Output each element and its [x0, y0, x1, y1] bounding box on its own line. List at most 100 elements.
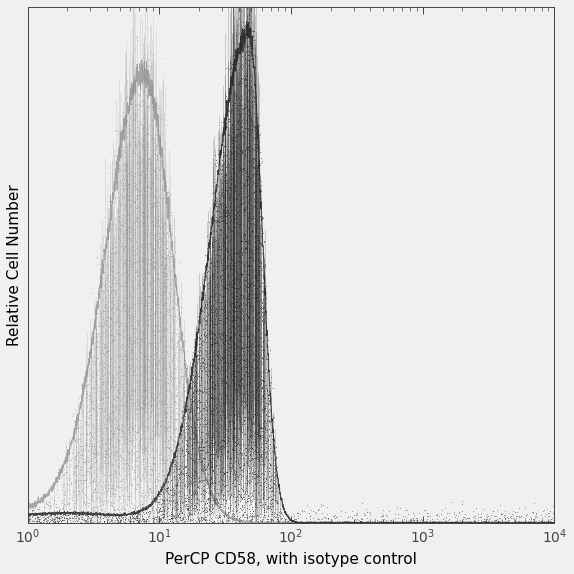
- Point: [236, 390, 245, 399]
- Point: [127, 320, 137, 329]
- Point: [131, 215, 141, 224]
- Point: [151, 400, 160, 409]
- Point: [74, 513, 83, 522]
- Point: [241, 150, 250, 160]
- Point: [247, 38, 257, 47]
- Point: [77, 513, 87, 522]
- Point: [245, 344, 254, 353]
- Point: [130, 245, 139, 254]
- Point: [138, 428, 147, 437]
- Point: [242, 356, 251, 365]
- Point: [221, 336, 230, 345]
- Point: [331, 513, 340, 522]
- Point: [470, 513, 479, 522]
- Point: [244, 343, 253, 352]
- Point: [200, 453, 210, 462]
- Point: [113, 206, 122, 215]
- Point: [132, 185, 141, 194]
- Point: [219, 200, 228, 209]
- Point: [127, 340, 136, 349]
- Point: [220, 184, 230, 193]
- Point: [35, 498, 44, 507]
- Point: [115, 510, 125, 519]
- Point: [179, 480, 188, 490]
- Point: [258, 375, 267, 385]
- Point: [241, 343, 250, 352]
- Point: [133, 463, 142, 472]
- Point: [195, 333, 204, 343]
- Point: [147, 203, 156, 212]
- Point: [249, 218, 258, 227]
- Point: [111, 392, 120, 401]
- Point: [220, 476, 229, 486]
- Point: [242, 128, 251, 137]
- Point: [205, 421, 215, 430]
- Point: [177, 308, 186, 317]
- Point: [85, 347, 94, 356]
- Point: [235, 518, 244, 527]
- Point: [40, 515, 49, 525]
- Point: [195, 381, 204, 390]
- Point: [240, 152, 249, 161]
- Point: [161, 197, 170, 206]
- Point: [196, 340, 205, 349]
- Point: [263, 502, 272, 511]
- Point: [138, 395, 147, 405]
- Point: [221, 424, 230, 433]
- Point: [408, 515, 417, 524]
- Point: [124, 223, 133, 232]
- Point: [224, 208, 233, 217]
- Point: [116, 197, 125, 207]
- Point: [207, 500, 216, 509]
- Point: [174, 344, 184, 354]
- Point: [101, 439, 110, 448]
- Point: [74, 515, 83, 524]
- Point: [189, 486, 199, 495]
- Point: [156, 338, 165, 347]
- Point: [284, 518, 293, 527]
- Point: [259, 460, 268, 469]
- Point: [173, 443, 183, 452]
- Point: [127, 480, 137, 490]
- Point: [249, 401, 258, 410]
- Point: [95, 513, 104, 522]
- Point: [218, 354, 227, 363]
- Point: [120, 160, 129, 169]
- Point: [255, 312, 264, 321]
- Point: [216, 226, 226, 235]
- Point: [251, 411, 260, 420]
- Point: [123, 181, 132, 190]
- Point: [81, 455, 90, 464]
- Point: [211, 393, 220, 402]
- Point: [202, 363, 211, 372]
- Point: [230, 351, 239, 360]
- Point: [150, 462, 160, 471]
- Point: [222, 277, 231, 286]
- Point: [158, 311, 168, 320]
- Point: [193, 498, 202, 507]
- Point: [194, 390, 203, 399]
- Point: [174, 509, 184, 518]
- Point: [232, 371, 241, 381]
- Point: [164, 247, 173, 257]
- Point: [249, 453, 258, 463]
- Point: [127, 370, 137, 379]
- Point: [178, 413, 187, 422]
- Point: [119, 166, 128, 176]
- Point: [121, 515, 130, 525]
- Point: [99, 511, 108, 520]
- Point: [219, 302, 228, 312]
- Point: [210, 177, 219, 187]
- Point: [220, 405, 230, 414]
- Point: [228, 479, 237, 488]
- Point: [229, 188, 238, 197]
- Point: [233, 257, 242, 266]
- Point: [159, 228, 168, 238]
- Point: [166, 509, 176, 518]
- Point: [234, 143, 243, 152]
- Point: [188, 396, 197, 405]
- Point: [214, 513, 223, 522]
- Point: [142, 330, 152, 339]
- Point: [105, 511, 114, 520]
- Point: [184, 384, 193, 393]
